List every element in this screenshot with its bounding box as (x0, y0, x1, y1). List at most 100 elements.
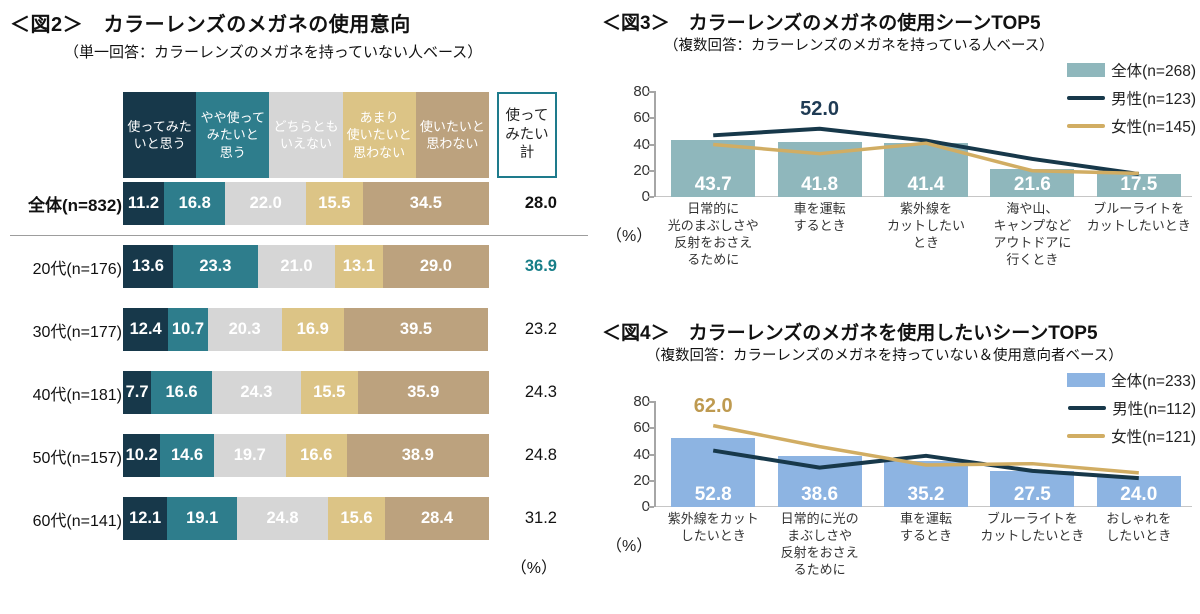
fig3-y-axis: 0 20 40 60 80 (608, 66, 650, 205)
y-tick-mark (648, 401, 654, 403)
x-category-label: 紫外線を カットしたい とき (886, 201, 965, 250)
bar: 43.7 (671, 139, 756, 197)
y-tick-label: 0 (641, 498, 650, 515)
bar-value-label: 43.7 (694, 174, 732, 195)
row-total-value: 36.9 (524, 257, 557, 275)
legend-label: 女性(n=145) (1111, 119, 1196, 136)
bar-segment: 16.8 (163, 182, 226, 225)
line-series (712, 423, 1139, 475)
stacked-bar: 11.2 16.8 22.0 15.5 34.5 (123, 182, 489, 225)
legend-label: 男性(n=123) (1111, 91, 1196, 108)
bar-value-label: 27.5 (1013, 484, 1051, 505)
bar-value-label: 35.2 (907, 484, 945, 505)
bar-segment: 11.2 (123, 182, 164, 225)
fig2-subtitle: （単一回答：カラーレンズのメガネを持っていない人ベース） (64, 44, 483, 61)
segment-value-label: 13.6 (131, 257, 164, 275)
x-category-label: ブルーライトを カットしたいとき (980, 511, 1085, 543)
segment-value-label: 21.0 (280, 257, 313, 275)
line-series (712, 448, 1139, 481)
legend-line-swatch (1067, 124, 1106, 128)
bar-value-label: 52.8 (694, 484, 732, 505)
bar: 35.2 (884, 460, 968, 507)
legend-box: あまり 使いたいと 思わない (342, 92, 416, 178)
segment-value-label: 10.7 (171, 320, 205, 338)
fig3-x-labels: 日常的に 光のまぶしさや 反射をおさえ るために 車を運転 するとき 紫外線を カッ… (660, 201, 1192, 269)
segment-value-label: 20.3 (228, 320, 261, 338)
fig4-legend: 全体(n=233) 男性(n=112) 女性(n=121) (1067, 366, 1196, 450)
y-tick-mark (648, 91, 654, 93)
row-total-value: 24.8 (524, 446, 557, 464)
fig3-title: ＜図3＞ カラーレンズのメガネの使用シーンTOP5 (602, 13, 1041, 34)
segment-value-label: 19.7 (233, 446, 266, 464)
fig4-subtitle: （複数回答：カラーレンズのメガネを持っていない＆使用意向者ベース） (646, 348, 1123, 364)
fig3-legend: 全体(n=268) 男性(n=123) 女性(n=145) (1067, 56, 1196, 140)
segment-value-label: 24.3 (240, 383, 273, 401)
bar: 27.5 (990, 470, 1075, 507)
bar: 17.5 (1096, 174, 1181, 197)
y-tick-label: 80 (633, 393, 650, 410)
fig4-section: ＜図4＞ カラーレンズのメガネを使用したいシーンTOP5 （複数回答：カラーレン… (602, 318, 1198, 614)
bar-segment: 22.0 (225, 182, 306, 225)
fig2-title: ＜図2＞ カラーレンズのメガネの使用意向 (10, 14, 411, 36)
legend-line-swatch (1068, 406, 1107, 410)
bar-segment: 16.6 (285, 434, 347, 477)
bar-value-label: 21.6 (1013, 174, 1051, 195)
y-tick-mark (648, 479, 654, 482)
bar: 21.6 (990, 168, 1075, 197)
segment-value-label: 16.6 (300, 446, 333, 464)
row-total-value: 31.2 (524, 509, 557, 527)
line-series (713, 126, 1140, 177)
stacked-bar-row: 20代(n=176) 13.6 23.3 21.0 13.1 29.0 36.9 (10, 245, 592, 288)
legend-label: 男性(n=112) (1112, 401, 1196, 418)
total-header-box: 使って みたい 計 (496, 92, 557, 178)
y-tick-label: 20 (633, 161, 650, 179)
bar-segment: 21.0 (258, 245, 335, 288)
bar-segment: 28.4 (385, 497, 489, 540)
bar-segment: 23.3 (172, 245, 259, 288)
legend-box: 使ってみた いと思う (123, 92, 197, 178)
bar-value-label: 38.6 (801, 484, 839, 505)
y-tick-label: 40 (633, 135, 650, 153)
bar-segment: 12.1 (123, 497, 168, 540)
x-category-label: 海や山、 キャンプなど アウトドアに 行くとき (993, 201, 1072, 267)
bar-segment: 16.6 (151, 371, 212, 414)
fig2-section: ＜図2＞ カラーレンズのメガネの使用意向 （単一回答：カラーレンズのメガネを持っ… (10, 8, 592, 578)
segment-value-label: 16.8 (178, 194, 211, 212)
x-category-label: 日常的に光の まぶしさや 反射をおさえ るために (780, 511, 859, 577)
legend-item: 男性(n=112) (1067, 394, 1196, 422)
segment-value-label: 16.6 (165, 383, 198, 401)
stacked-bar-row: 全体(n=832) 11.2 16.8 22.0 15.5 34.5 28.0 (10, 182, 592, 225)
bar-segment: 14.6 (160, 434, 214, 477)
segment-value-label: 15.5 (313, 383, 346, 401)
row-label: 30代(n=177) (32, 323, 122, 341)
y-axis-line (654, 401, 656, 507)
legend-box: やや使って みたいと 思う (196, 92, 270, 178)
legend-item: 女性(n=121) (1067, 422, 1196, 450)
separator-line (10, 235, 588, 236)
legend-item: 女性(n=145) (1067, 112, 1196, 140)
stacked-bar-row: 50代(n=157) 10.2 14.6 19.7 16.6 38.9 24.8 (10, 434, 592, 477)
bar-segment: 24.3 (211, 371, 301, 414)
bar-segment: 10.7 (168, 308, 208, 351)
x-category-label: 紫外線をカット したいとき (667, 511, 759, 543)
y-tick-mark (648, 506, 654, 508)
bar-segment: 35.9 (357, 371, 489, 414)
legend-item: 全体(n=233) (1067, 366, 1196, 394)
bar-segment: 19.1 (167, 497, 238, 540)
segment-value-label: 24.8 (266, 509, 299, 527)
fig4-x-labels: 紫外線をカット したいとき 日常的に光の まぶしさや 反射をおさえ るために 車を運… (660, 511, 1192, 579)
legend-bar-swatch (1067, 373, 1106, 387)
legend-box: 使いたいと 思わない (415, 92, 489, 178)
y-tick-mark (648, 117, 654, 120)
segment-value-label: 12.1 (129, 509, 162, 527)
segment-value-label: 34.5 (409, 194, 442, 212)
fig4-title: ＜図4＞ カラーレンズのメガネを使用したいシーンTOP5 (602, 323, 1098, 344)
annotation-label: 52.0 (800, 97, 840, 120)
segment-value-label: 35.9 (407, 383, 440, 401)
y-tick-mark (648, 453, 654, 456)
bar-segment: 15.5 (300, 371, 358, 414)
segment-value-label: 29.0 (419, 257, 452, 275)
segment-value-label: 13.1 (342, 257, 375, 275)
segment-value-label: 39.5 (399, 320, 433, 338)
